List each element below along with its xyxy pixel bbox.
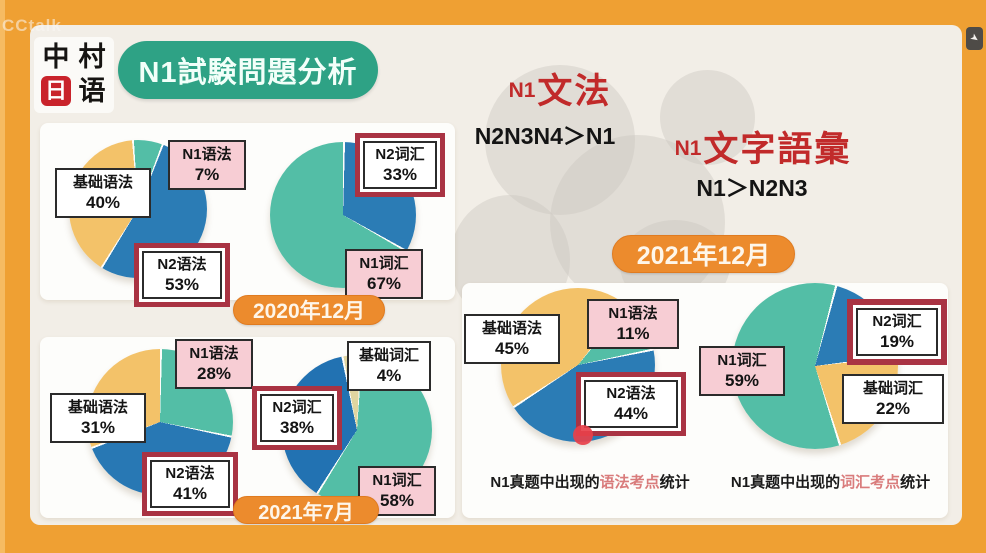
logo-char: 村 xyxy=(78,41,106,72)
player-cursor-icon[interactable]: ➤ xyxy=(966,27,983,50)
cctalk-watermark: CCtalk xyxy=(2,16,62,35)
pie-label-basic-grammar-31: 基础语法 31% xyxy=(50,393,146,443)
grammar-stats-caption: N1真题中出现的语法考点统计 xyxy=(490,474,690,491)
pie-label-n2-vocab-33-highlighted: N2词汇 33% xyxy=(355,133,445,197)
pie-label-basic-vocab-22: 基础词汇 22% xyxy=(842,374,944,424)
pie-label-basic-vocab-4: 基础词汇 4% xyxy=(347,341,431,391)
logo-char: 语 xyxy=(78,75,106,106)
grammar-comparison: N2N3N4＞N1 xyxy=(474,123,616,149)
arrow-icon: ➤ xyxy=(967,31,982,46)
vocab-stats-caption: N1真题中出现的词汇考点统计 xyxy=(730,474,931,491)
pie-label-n1-vocab-67: N1词汇 67% xyxy=(345,249,423,299)
vocab-heading-prefix: N1 xyxy=(674,137,702,160)
grammar-heading-prefix: N1 xyxy=(508,79,536,102)
grammar-heading: N1文法 xyxy=(465,63,655,114)
pie-label-n2-grammar-44-highlighted: N2语法 44% xyxy=(576,372,686,436)
pie-label-n2-grammar-53-highlighted: N2语法 53% xyxy=(134,243,230,307)
mascot-silhouette xyxy=(550,135,725,310)
pie-label-n1-grammar-11: N1语法 11% xyxy=(587,299,679,349)
logo-char: 中 xyxy=(42,41,70,72)
slide-title-badge: N1試験問題分析 xyxy=(118,41,378,99)
grammar-heading-main: 文法 xyxy=(537,72,612,111)
vocab-heading: N1文字語彙 xyxy=(663,121,863,172)
pie-label-n2-vocab-19-highlighted: N2词汇 19% xyxy=(847,299,947,365)
pie-label-n1-vocab-59: N1词汇 59% xyxy=(699,346,785,396)
mascot-silhouette xyxy=(485,65,635,215)
pie-label-basic-grammar-45: 基础语法 45% xyxy=(464,314,560,364)
vocab-comparison: N1＞N2N3 xyxy=(696,175,808,201)
nakamura-logo: 中 村 日 语 xyxy=(34,37,114,113)
date-badge-2020-12: 2020年12月 xyxy=(233,295,385,325)
slide-content: 中 村 日 语 N1試験問題分析 N1文法 N2N3N4＞N1 N1文字語彙 N… xyxy=(30,25,962,525)
pie-label-n1-grammar-28: N1语法 28% xyxy=(175,339,253,389)
date-badge-2021-07: 2021年7月 xyxy=(233,496,379,524)
frame-edge-highlight xyxy=(0,0,5,553)
pie-label-n1-grammar-7: N1语法 7% xyxy=(168,140,246,190)
logo-red-tile: 日 xyxy=(41,76,71,107)
pie-label-basic-grammar-40: 基础语法 40% xyxy=(55,168,151,218)
mascot-silhouette xyxy=(660,70,755,165)
vocab-heading-main: 文字語彙 xyxy=(703,130,852,169)
laser-pointer-dot xyxy=(573,425,593,445)
date-badge-2021-12: 2021年12月 xyxy=(612,235,795,273)
pie-label-n2-grammar-41-highlighted: N2语法 41% xyxy=(142,452,238,516)
pie-label-n2-vocab-38-highlighted: N2词汇 38% xyxy=(252,386,342,450)
